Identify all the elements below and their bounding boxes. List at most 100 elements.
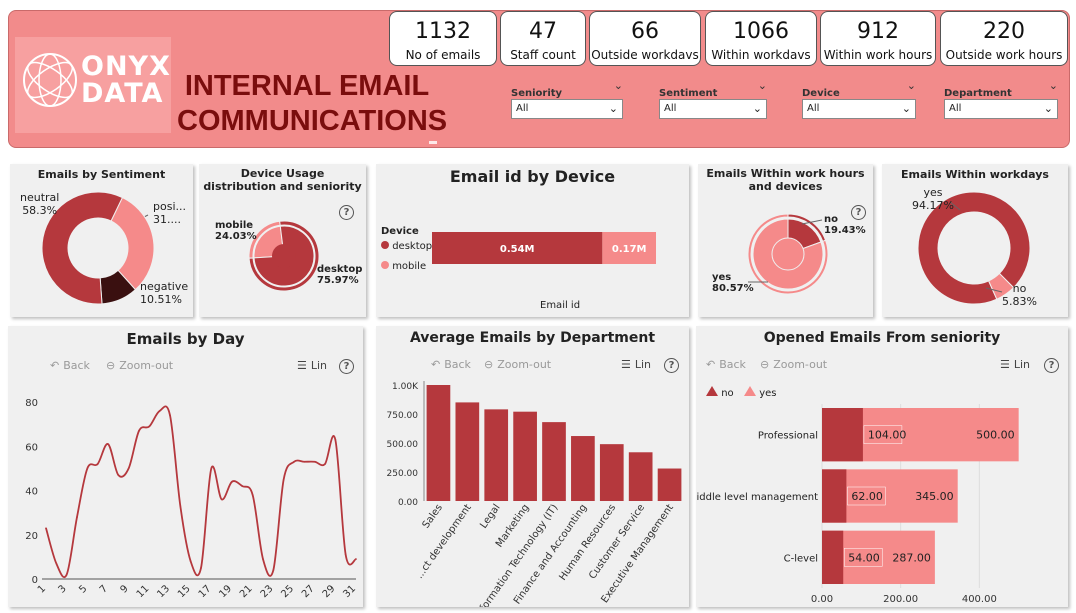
legend-item-mobile: mobile [381,261,426,272]
data-label-yes: 287.00 [892,551,931,564]
slicer-dropdown[interactable]: All ⌄ [659,99,767,119]
slice-label-yes: yes 80.57% [712,272,754,294]
globe-icon [23,53,77,107]
x-tick-label: Legal [478,502,502,530]
panel-by-department: Average Emails by Department ↶ Back ⊖ Zoom… [376,326,689,607]
back-button[interactable]: ↶ Back [50,359,90,372]
x-tick-label: 25 [279,583,296,600]
slicer-seniority[interactable]: Seniority ⌄ All ⌄ [511,79,623,119]
data-label-bg [847,486,886,506]
workdays-donut [917,191,1031,305]
data-label-bg [863,425,903,444]
back-arrow-icon: ↶ [706,358,716,371]
zoom-out-label: Zoom-out [119,359,174,372]
help-icon[interactable]: ? [1044,358,1059,373]
x-tick-label: 17 [197,583,214,600]
slice-name: yes [712,272,732,283]
data-label-desktop: 0.54M [500,244,535,255]
data-point [210,467,213,470]
chart-title: Opened Emails From seniority [763,330,1001,346]
slicer-label: Department [944,88,1012,99]
slice-name: desktop [317,264,363,275]
data-point [344,553,347,556]
slice-pct: 75.97% [317,275,359,286]
data-point [272,569,275,571]
slice-name: posi... [153,200,186,213]
kpi-label: Outside work hours [945,48,1063,62]
kpi-card-staff: 47 Staff count [500,11,586,66]
slicer-label: Seniority [511,88,563,99]
slice-yes [747,213,829,295]
legend-swatch [706,386,718,396]
logo-line-2: DATA [81,78,164,109]
legend-swatch [744,386,756,396]
logo-text: ONYX DATA [81,53,171,107]
bar [571,436,595,501]
slicer-department[interactable]: Department ⌄ All ⌄ [944,79,1058,119]
back-button[interactable]: ↶ Back [706,358,746,371]
magnifier-icon: ⊖ [760,358,770,371]
back-label: Back [719,358,746,371]
back-button[interactable]: ↶ Back [431,358,471,371]
x-tick-label: 200.00 [883,594,918,605]
data-point [55,562,58,565]
lin-button[interactable]: ☰ Lin [297,359,327,372]
slice-desktop [248,220,320,292]
data-label-mobile: 0.17M [612,244,647,255]
department-bar-chart: 0.00 250.00 500.00 750.00 1.00K Sales...ct de… [387,381,682,607]
y-category-label: Middle level management [696,492,818,503]
resize-handle[interactable] [429,141,437,144]
legend-item-yes: yes [744,386,776,399]
slicer-sentiment[interactable]: Sentiment ⌄ All ⌄ [659,79,767,119]
help-icon[interactable]: ? [339,359,354,374]
panel-workdays: Emails Within workdays yes 94.17% no 5.8… [882,164,1068,317]
chart-title: Emails by Sentiment [37,168,166,181]
lin-button[interactable]: ☰ Lin [621,358,651,371]
slice-pct: 10.51% [140,293,182,306]
data-point [86,467,89,470]
data-point [251,494,254,496]
chart-title: Device Usage distribution and seniority [203,167,362,193]
help-icon[interactable]: ? [664,358,679,373]
data-label-yes: 500.00 [976,429,1015,442]
help-icon[interactable]: ? [851,205,866,220]
slicer-label: Device [802,88,840,99]
magnifier-icon: ⊖ [106,359,116,372]
zoom-out-button[interactable]: ⊖ Zoom-out [484,358,551,371]
sentiment-donut [41,191,155,305]
panel-device-bar: Email id by Device Device desktop mobile… [376,164,689,317]
y-tick-label: 1.00K [392,382,419,392]
lin-button[interactable]: ☰ Lin [1000,358,1030,371]
chevron-down-icon: ⌄ [1043,102,1053,115]
lin-label: Lin [1013,358,1031,371]
slice-label-mobile: mobile 24.03% [215,220,257,242]
data-point [200,567,202,569]
data-label-no: 54.00 [848,551,880,564]
y-tick-label: 80 [25,398,38,409]
bar-desktop [432,232,603,264]
slicer-dropdown[interactable]: All ⌄ [802,99,916,119]
slicer-dropdown[interactable]: All ⌄ [944,99,1058,119]
center-ring [771,237,805,271]
chevron-down-icon[interactable]: ⌄ [757,79,767,92]
bar-no [822,469,847,523]
x-tick-label: 1 [36,583,48,595]
slicer-device[interactable]: Device ⌄ All ⌄ [802,79,916,119]
zoom-out-button[interactable]: ⊖ Zoom-out [106,359,173,372]
zoom-out-button[interactable]: ⊖ Zoom-out [760,358,827,371]
chevron-down-icon[interactable]: ⌄ [906,79,916,92]
x-tick-label: 9 [119,583,131,595]
chevron-down-icon[interactable]: ⌄ [613,79,623,92]
slice-neutral [41,191,124,305]
help-icon[interactable]: ? [339,205,354,220]
y-tick-label: 40 [25,487,38,498]
slice-name: negative [140,280,189,293]
chevron-down-icon[interactable]: ⌄ [1048,79,1058,92]
slice-pct: 5.83% [1002,295,1037,308]
logo: ONYX DATA [15,37,171,133]
data-point [189,560,192,563]
slice-pct: 80.57% [712,283,754,294]
slicer-dropdown[interactable]: All ⌄ [511,99,623,119]
legend-label: yes [759,388,777,399]
